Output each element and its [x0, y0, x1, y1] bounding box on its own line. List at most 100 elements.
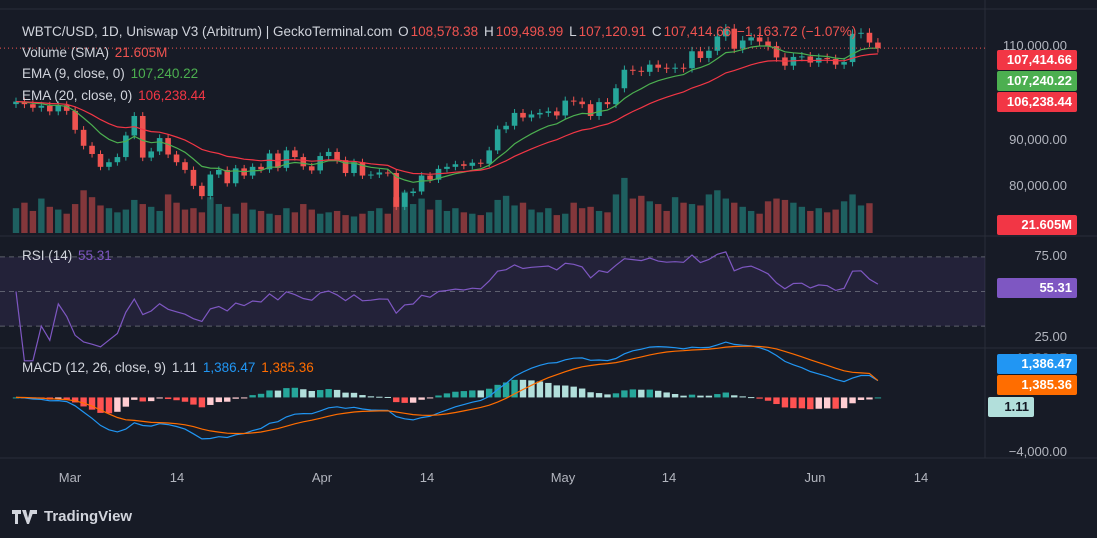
- x-axis-label: Mar: [58, 470, 82, 485]
- volume-bar: [173, 202, 180, 233]
- candle-body: [30, 104, 36, 108]
- volume-bar: [114, 212, 121, 233]
- candle-body: [596, 102, 602, 116]
- volume-bar: [621, 177, 628, 233]
- volume-bar: [553, 215, 560, 233]
- symbol-title[interactable]: WBTC/USD, 1D, Uniswap V3 (Arbitrum) | Ge…: [22, 24, 393, 39]
- volume-bar: [88, 197, 96, 233]
- macd-histogram-bar: [562, 385, 569, 398]
- volume-label: Volume (SMA): [22, 45, 110, 60]
- volume-bar: [359, 213, 366, 233]
- macd-value: 1,386.47: [202, 360, 256, 375]
- volume-bar: [697, 205, 704, 233]
- macd-histogram-bar: [240, 397, 248, 399]
- candle-body: [452, 164, 459, 167]
- macd-histogram-bar: [477, 390, 484, 398]
- candle-body: [342, 160, 349, 173]
- volume-bar: [722, 198, 729, 233]
- volume-bar: [578, 208, 586, 233]
- volume-bar: [274, 215, 282, 233]
- volume-bar: [663, 210, 670, 233]
- ema9-line: [15, 45, 878, 183]
- volume-bar: [840, 201, 848, 233]
- volume-bar: [21, 202, 28, 233]
- symbol-legend: WBTC/USD, 1D, Uniswap V3 (Arbitrum) | Ge…: [22, 24, 858, 39]
- price-axis-label: 110,000.00: [1002, 38, 1067, 53]
- macd-histogram-bar: [629, 389, 637, 398]
- rsi-legend[interactable]: RSI (14) 55.31: [22, 248, 114, 263]
- volume-bar: [393, 197, 400, 233]
- rsi-line: [15, 251, 879, 362]
- volume-bar: [190, 208, 197, 233]
- volume-tag: 21.605M: [997, 215, 1077, 235]
- macd-histogram-bar: [857, 397, 865, 400]
- candle-body: [706, 50, 712, 58]
- macd-histogram-bar: [680, 395, 687, 398]
- macd-histogram-bar: [266, 390, 273, 398]
- macd-histogram-bar: [198, 397, 206, 408]
- candle-body: [723, 28, 729, 37]
- candle-body: [55, 105, 62, 112]
- macd-histogram-bar: [401, 397, 408, 403]
- rsi-tag: 55.31: [997, 278, 1077, 298]
- volume-bar: [536, 212, 544, 233]
- macd-histogram-bar: [232, 397, 239, 399]
- signal-tag: 1,385.36: [997, 375, 1077, 395]
- macd-histogram-bar: [317, 390, 324, 398]
- ema20-value: 106,238.44: [138, 88, 206, 103]
- macd-histogram-bar: [342, 392, 349, 398]
- volume-bar: [350, 216, 358, 233]
- candle-body: [655, 64, 661, 68]
- macd-histogram-bar: [747, 397, 755, 399]
- volume-bar: [224, 206, 231, 233]
- macd-histogram-bar: [798, 397, 806, 409]
- volume-bar: [671, 197, 679, 233]
- macd-histogram-bar: [519, 379, 527, 398]
- ema20-legend[interactable]: EMA (20, close, 0) 106,238.44: [22, 88, 208, 103]
- candle-body: [427, 175, 433, 180]
- candle-body: [604, 102, 611, 105]
- volume-bar: [604, 212, 611, 233]
- macd-histogram-bar: [291, 387, 299, 398]
- x-axis-label: 14: [169, 470, 185, 485]
- volume-bar: [773, 198, 780, 233]
- macd-histogram-bar: [638, 389, 645, 398]
- macd-histogram-bar: [164, 397, 172, 400]
- volume-bar: [595, 210, 603, 233]
- candle-body: [224, 169, 231, 184]
- macd-histogram-bar: [63, 397, 70, 400]
- volume-bar: [655, 204, 662, 233]
- volume-legend[interactable]: Volume (SMA) 21.605M: [22, 45, 169, 60]
- candle-body: [672, 67, 678, 69]
- high-label: H: [483, 24, 494, 39]
- candle-body: [537, 112, 543, 115]
- macd-histogram-bar: [587, 392, 594, 398]
- candle-body: [393, 172, 400, 207]
- volume-bar: [866, 203, 873, 233]
- macd-legend[interactable]: MACD (12, 26, close, 9) 1.11 1,386.47 1,…: [22, 360, 316, 375]
- candle-body: [63, 105, 70, 111]
- volume-bar: [460, 212, 468, 233]
- x-axis-label: 14: [661, 470, 677, 485]
- volume-bar: [452, 208, 459, 233]
- volume-bar: [486, 212, 493, 233]
- volume-bar: [781, 199, 789, 233]
- tradingview-logo[interactable]: TradingView: [12, 508, 132, 525]
- macd-histogram-bar: [139, 397, 146, 402]
- volume-bar: [638, 195, 645, 233]
- candle-body: [266, 153, 273, 170]
- macd-histogram-bar: [781, 397, 789, 408]
- candle-body: [114, 157, 121, 163]
- candle-body: [47, 105, 53, 112]
- ema9-legend[interactable]: EMA (9, close, 0) 107,240.22: [22, 66, 200, 81]
- volume-bar: [426, 209, 434, 233]
- volume-bar: [97, 205, 104, 233]
- macd-histogram-bar: [553, 385, 560, 398]
- volume-bar: [798, 206, 806, 233]
- volume-bar: [562, 213, 569, 233]
- candle-body: [680, 67, 687, 69]
- rsi-label: RSI (14): [22, 248, 73, 263]
- candle-body: [292, 150, 298, 158]
- macd-histogram-bar: [866, 397, 873, 400]
